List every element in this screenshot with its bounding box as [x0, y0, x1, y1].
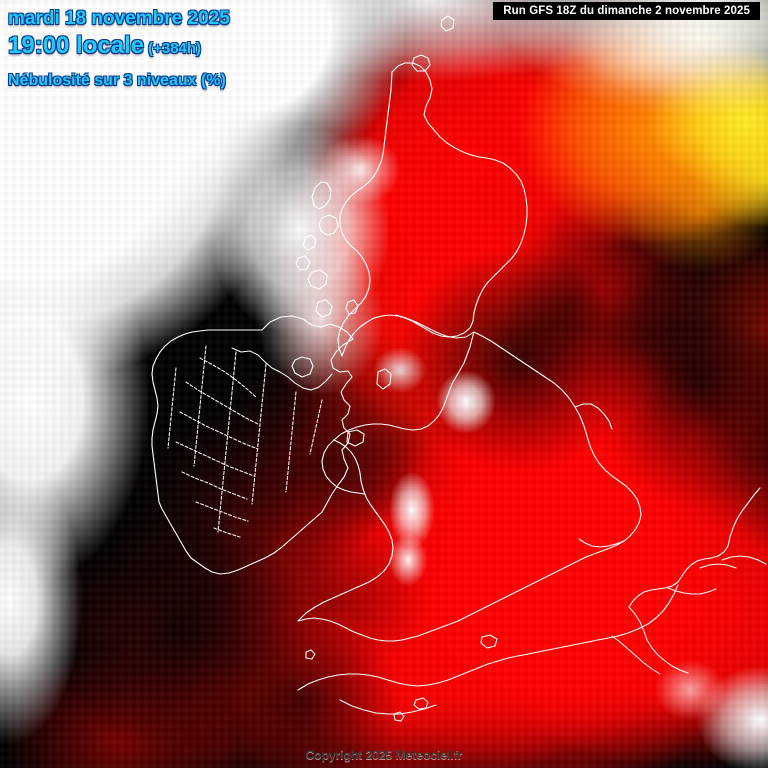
border-northern-ireland — [232, 348, 332, 390]
arran — [346, 300, 358, 314]
coastline-scotland — [338, 63, 527, 356]
waddenzee — [700, 564, 736, 568]
coastline-the-wash — [575, 404, 612, 429]
coastline-thames — [579, 539, 624, 547]
outer-hebrides — [312, 182, 331, 209]
frisian-islands — [722, 556, 766, 564]
lough-neagh — [292, 357, 313, 377]
coastline-ireland — [152, 316, 353, 574]
ireland-county-borders — [168, 346, 322, 537]
coastline-england-wales — [298, 332, 641, 641]
coastline-brittany-inner — [340, 700, 436, 714]
model-run-bar: Run GFS 18Z du dimanche 2 novembre 2025 — [493, 2, 760, 20]
channel-islands-jersey — [414, 698, 428, 709]
coastline-wales — [322, 440, 365, 494]
islay — [316, 300, 332, 317]
border-scotland-england — [396, 315, 474, 338]
hebrides-isle-b — [296, 256, 310, 270]
coastline-netherlands — [629, 488, 760, 607]
border-belgium-netherlands — [668, 588, 716, 594]
border-france-inland — [612, 636, 660, 674]
coastline-france-north — [298, 585, 678, 690]
isle-of-man — [377, 369, 391, 389]
scilly-isles — [306, 650, 315, 659]
border-belgium-france — [629, 607, 688, 673]
channel-islands-guernsey — [394, 712, 404, 721]
shetland-hint — [441, 16, 454, 31]
skye — [319, 215, 338, 235]
orkney-islands — [412, 55, 430, 71]
hebrides-isle-a — [303, 235, 316, 250]
anglesey — [347, 430, 364, 446]
mull — [308, 270, 327, 289]
isle-of-wight — [481, 635, 497, 648]
